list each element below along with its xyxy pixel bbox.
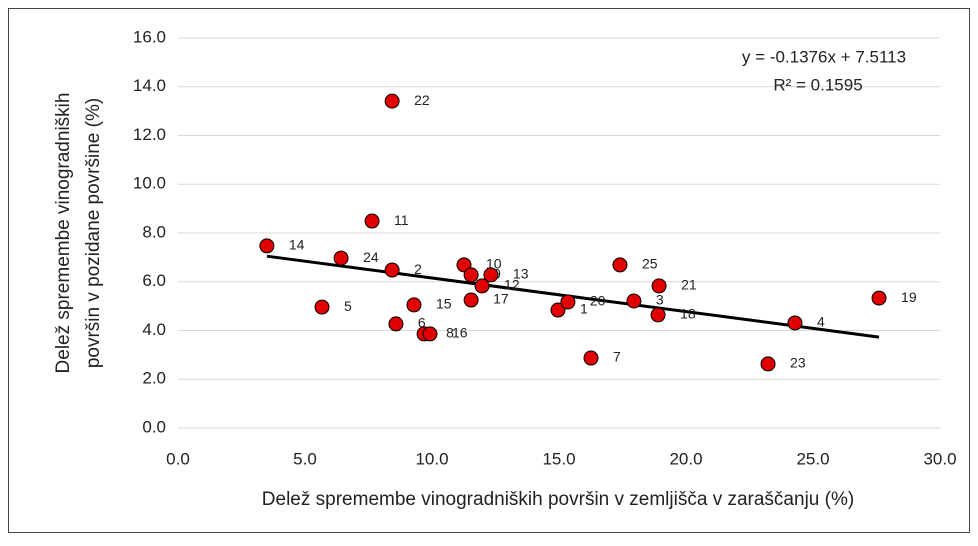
point-label: 24 [363,249,379,265]
annotation: R² = 0.1595 [773,75,862,94]
y-axis-title: površin v pozidane površine (%) [83,98,104,368]
point [650,307,666,323]
point [626,293,642,309]
x-tick-label: 25.0 [796,449,829,468]
x-tick-label: 10.0 [415,449,448,468]
point-label: 5 [344,298,352,314]
point-label: 1 [580,301,588,317]
x-tick-label: 5.0 [293,449,317,468]
x-tick-label: 20.0 [669,449,702,468]
y-tick-label: 8.0 [142,222,166,241]
point-label: 15 [436,296,452,312]
y-tick-label: 12.0 [133,125,166,144]
point-label: 19 [901,289,917,305]
x-tick-label: 15.0 [542,449,575,468]
point [463,267,479,283]
point-label: 3 [656,292,664,308]
point [583,350,599,366]
y-tick-label: 2.0 [142,369,166,388]
y-tick-label: 4.0 [142,320,166,339]
point [333,250,349,266]
x-tick-label: 0.0 [166,449,190,468]
point [259,238,275,254]
point [612,257,628,273]
point-label: 6 [418,315,426,331]
point [406,297,422,313]
y-tick-label: 14.0 [133,76,166,95]
point [787,315,803,331]
point-label: 22 [414,92,430,108]
y-tick-label: 6.0 [142,271,166,290]
point [760,356,776,372]
point-label: 18 [680,306,696,322]
point [651,278,667,294]
point [384,93,400,109]
point-label: 21 [681,277,697,293]
point-label: 23 [790,355,806,371]
point-label: 16 [452,325,468,341]
point [422,326,438,342]
point-label: 13 [513,266,529,282]
point-label: 17 [493,291,509,307]
point-label: 2 [414,261,422,277]
point [314,299,330,315]
x-axis-title: Delež spremembe vinogradniških površin v… [262,489,854,510]
point-label: 7 [613,349,621,365]
point [388,316,404,332]
y-axis-title: Delež spremembe vinogradniških [53,93,74,374]
annotation: y = -0.1376x + 7.5113 [742,47,906,66]
point [474,278,490,294]
point [550,302,566,318]
point-label: 8 [446,325,454,341]
point-label: 20 [590,293,606,309]
x-tick-label: 30.0 [923,449,956,468]
point [483,267,499,283]
point-label: 11 [394,212,409,228]
point [364,213,380,229]
y-tick-label: 16.0 [133,27,166,46]
point-label: 12 [504,277,520,293]
point [384,262,400,278]
point [871,290,887,306]
point-label: 14 [289,237,305,253]
point-label: 25 [642,256,658,272]
point [463,292,479,308]
y-tick-label: 0.0 [142,417,166,436]
point-label: 4 [817,314,825,330]
y-tick-label: 10.0 [133,174,166,193]
point [560,294,576,310]
